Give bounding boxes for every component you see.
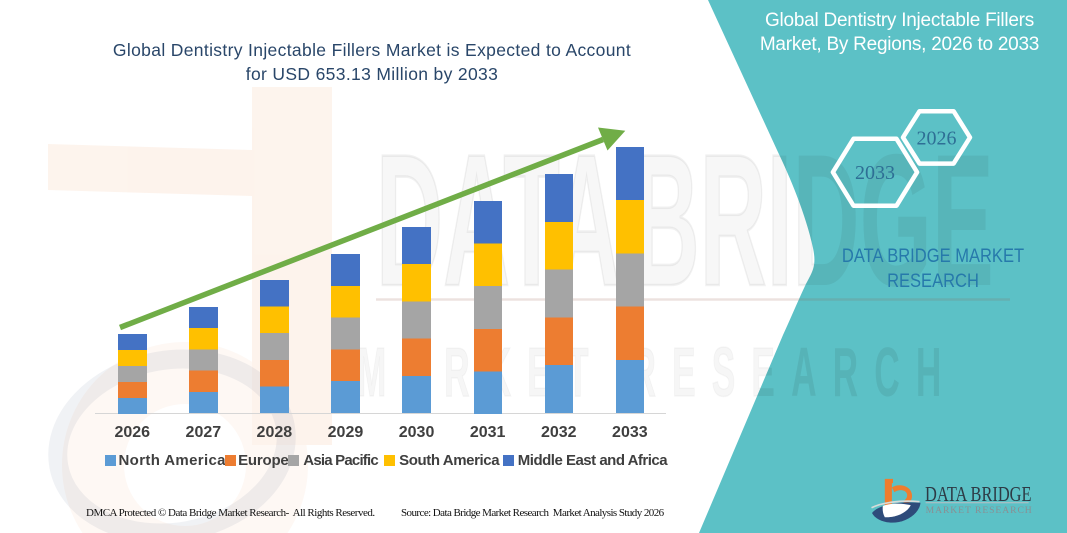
svg-text:2033: 2033 xyxy=(855,162,895,184)
svg-text:MARKET RESEARCH: MARKET RESEARCH xyxy=(926,505,1033,516)
svg-text:MARKET RESEARCH: MARKET RESEARCH xyxy=(357,333,957,411)
svg-text:DATA BRIDGE: DATA BRIDGE xyxy=(925,483,1032,506)
svg-text:2026: 2026 xyxy=(917,128,957,150)
svg-text:DATA BRIDGE: DATA BRIDGE xyxy=(376,116,994,325)
